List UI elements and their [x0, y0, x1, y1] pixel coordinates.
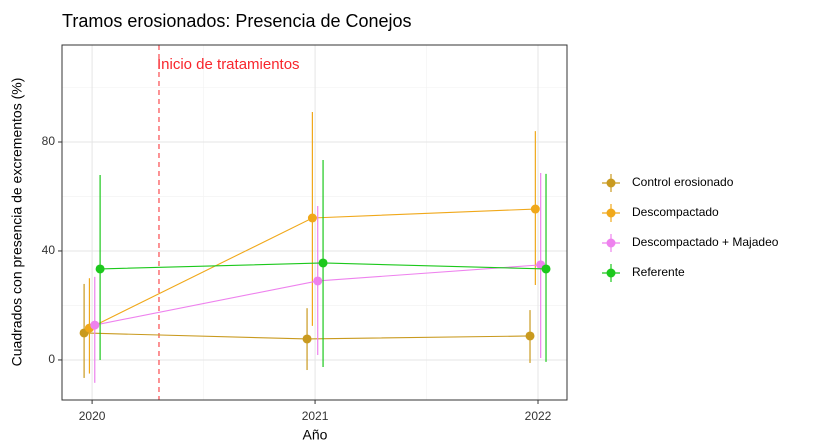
legend-label: Referente [632, 265, 685, 279]
point [530, 204, 540, 214]
legend-label: Descompactado [632, 205, 719, 219]
x-axis-label: Año [303, 427, 328, 443]
legend-key-point [606, 208, 616, 218]
point [313, 276, 323, 286]
point [95, 264, 105, 274]
legend-label: Descompactado + Majadeo [632, 235, 779, 249]
y-tick-label: 80 [42, 134, 56, 148]
point [541, 264, 551, 274]
point [90, 320, 100, 330]
point [525, 331, 535, 341]
point [302, 334, 312, 344]
panel-border [61, 44, 568, 401]
annotation: Inicio de tratamientos [157, 56, 300, 73]
y-tick-label: 0 [48, 352, 55, 366]
chart-title: Tramos erosionados: Presencia de Conejos [62, 11, 412, 31]
legend-key-point [606, 238, 616, 248]
x-tick-label: 2021 [302, 409, 329, 423]
legend-key-point [606, 268, 616, 278]
point [307, 213, 317, 223]
legend-label: Control erosionado [632, 175, 734, 189]
x-tick-label: 2022 [525, 409, 552, 423]
y-tick-label: 40 [42, 243, 56, 257]
y-axis-label: Cuadrados con presencia de excrementos (… [9, 78, 25, 367]
legend-key-point [606, 178, 616, 188]
point [318, 258, 328, 268]
x-tick-label: 2020 [79, 409, 106, 423]
